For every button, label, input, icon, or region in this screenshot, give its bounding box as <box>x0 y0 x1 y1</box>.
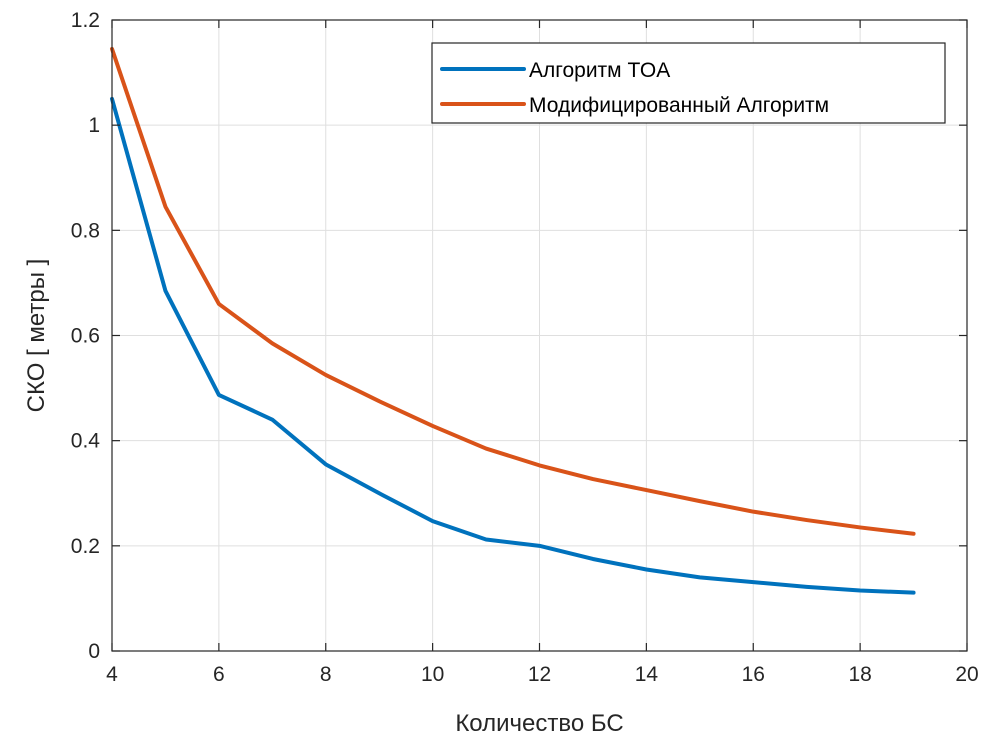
y-tick-label: 0.4 <box>71 430 101 453</box>
x-tick-label: 12 <box>528 663 551 686</box>
y-tick-label: 1 <box>88 114 100 137</box>
x-axis-label: Количество БС <box>455 710 623 737</box>
series-line-toa <box>110 96 916 595</box>
x-tick-label: 6 <box>213 663 225 686</box>
series-line-modified <box>110 46 916 536</box>
y-tick-labels: 0 0.2 0.4 0.6 0.8 1 1.2 <box>71 9 101 663</box>
x-tick-label: 18 <box>848 663 871 686</box>
x-tick-label: 16 <box>742 663 765 686</box>
series-group <box>110 46 916 595</box>
x-tick-label: 20 <box>955 663 978 686</box>
x-tick-label: 14 <box>635 663 659 686</box>
x-tick-labels: 4 6 8 10 12 14 16 18 20 <box>106 663 979 686</box>
y-tick-label: 1.2 <box>71 9 100 32</box>
legend-box <box>431 42 946 124</box>
legend-label-modified: Модифицированный Алгоритм <box>529 94 829 117</box>
x-tick-label: 4 <box>106 663 118 686</box>
y-tick-label: 0.8 <box>71 219 100 242</box>
y-tick-label: 0 <box>88 640 100 663</box>
y-tick-label: 0.6 <box>71 325 100 348</box>
y-axis-label: СКО [ метры ] <box>23 259 50 413</box>
y-tick-label: 0.2 <box>71 535 100 558</box>
legend: Алгоритм TOA Модифицированный Алгоритм <box>431 42 946 124</box>
ticks-group <box>111 19 968 652</box>
x-tick-label: 8 <box>320 663 332 686</box>
legend-label-toa: Алгоритм TOA <box>529 59 670 82</box>
x-tick-label: 10 <box>421 663 444 686</box>
